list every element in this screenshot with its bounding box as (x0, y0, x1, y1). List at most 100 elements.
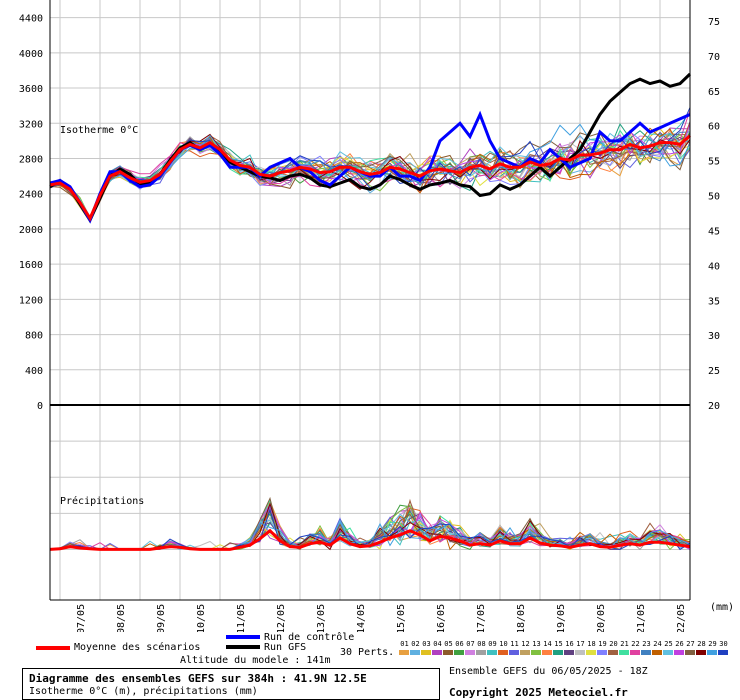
right-tick-label: 55 (708, 157, 720, 168)
copyright: Copyright 2025 Meteociel.fr (449, 686, 628, 699)
pert-number: 13 (532, 640, 541, 648)
precip-unit-label: (mm) (710, 602, 734, 613)
pert-swatch (553, 650, 563, 655)
date-tick-label: 16/05 (436, 604, 447, 632)
pert-swatch (696, 650, 706, 655)
control-iso-line (49, 110, 691, 224)
iso-tick-label: 2000 (19, 225, 43, 236)
pert-swatch (410, 650, 420, 655)
pert-number: 06 (455, 640, 464, 648)
mean-iso-line (49, 134, 691, 222)
pert-swatch (586, 650, 596, 655)
iso-tick-label: 1600 (19, 260, 43, 271)
right-tick-label: 60 (708, 122, 720, 133)
chart-title: Diagramme des ensembles GEFS sur 384h : … (29, 672, 367, 685)
pert-swatch (421, 650, 431, 655)
pert-swatch (454, 650, 464, 655)
mean-precip-line (49, 528, 691, 551)
date-tick-label: 20/05 (596, 604, 607, 632)
date-tick-label: 21/05 (636, 604, 647, 632)
date-tick-label: 19/05 (556, 604, 567, 632)
pert-swatch (575, 650, 585, 655)
model-altitude: Altitude du modele : 141m (180, 655, 331, 666)
iso-tick-label: 400 (25, 366, 43, 377)
right-tick-label: 25 (708, 366, 720, 377)
ensemble-chart: 0 400 800 1200 1600 2000 2400 2800 3200 3600 4000 4… (19, 0, 734, 632)
pert-swatch (465, 650, 475, 655)
iso-tick-label: 800 (25, 331, 43, 342)
pert-number: 25 (664, 640, 673, 648)
pert-number: 15 (554, 640, 563, 648)
right-tick-label: 35 (708, 296, 720, 307)
pert-swatch (641, 650, 651, 655)
date-tick-label: 11/05 (236, 604, 247, 632)
control-swatch (226, 635, 260, 639)
iso-tick-label: 2400 (19, 190, 43, 201)
date-tick-label: 08/05 (116, 604, 127, 632)
date-tick-label: 07/05 (76, 604, 87, 632)
member-precip-line (49, 513, 691, 550)
right-tick-label: 65 (708, 87, 720, 98)
pert-number: 11 (510, 640, 519, 648)
pert-swatch (531, 650, 541, 655)
pert-number: 10 (499, 640, 508, 648)
date-tick-label: 14/05 (356, 604, 367, 632)
pert-swatch (520, 650, 530, 655)
right-tick-label: 50 (708, 192, 720, 203)
right-tick-label: 40 (708, 261, 720, 272)
pert-number: 16 (565, 640, 574, 648)
date-tick-label: 12/05 (276, 604, 287, 632)
main-lines (49, 72, 692, 551)
chart-subtitle: Isotherme 0°C (m), précipitations (mm) (29, 686, 258, 697)
perts-legend: 01 02 03 04 05 06 07 08 09 10 11 12 13 14 15 16 17 18 19 20… (399, 640, 731, 658)
pert-number: 07 (466, 640, 475, 648)
pert-swatch (487, 650, 497, 655)
pert-number: 17 (576, 640, 585, 648)
iso-tick-label: 4000 (19, 49, 43, 60)
pert-number: 18 (587, 640, 596, 648)
perts-label: 30 Perts. (340, 647, 395, 658)
iso-tick-label: 0 (37, 401, 43, 412)
pert-number: 02 (411, 640, 420, 648)
pert-number: 21 (620, 640, 629, 648)
pert-swatch (608, 650, 618, 655)
date-tick-label: 13/05 (316, 604, 327, 632)
control-legend: Run de contrôle (264, 632, 355, 643)
mean-swatch (36, 646, 70, 650)
axes: 0 400 800 1200 1600 2000 2400 2800 3200 3600 4000 4… (19, 0, 720, 632)
pert-swatch (652, 650, 662, 655)
run-info: Ensemble GEFS du 06/05/2025 - 18Z (449, 666, 648, 677)
pert-swatch (399, 650, 409, 655)
pert-number: 20 (609, 640, 618, 648)
iso-tick-label: 3200 (19, 119, 43, 130)
member-iso-line (49, 135, 691, 223)
pert-number: 28 (697, 640, 706, 648)
iso-tick-label: 4400 (19, 14, 43, 25)
pert-number: 08 (477, 640, 486, 648)
pert-number: 05 (444, 640, 453, 648)
pert-number: 29 (708, 640, 717, 648)
right-tick-label: 45 (708, 226, 720, 237)
pert-swatch (630, 650, 640, 655)
date-tick-label: 22/05 (676, 604, 687, 632)
pert-number: 24 (653, 640, 662, 648)
gfs-legend: Run GFS (264, 642, 307, 653)
iso-tick-label: 3600 (19, 84, 43, 95)
date-tick-label: 10/05 (196, 604, 207, 632)
precip-label: Précipitations (60, 495, 144, 507)
pert-number: 03 (422, 640, 431, 648)
right-tick-label: 75 (708, 17, 720, 28)
pert-swatch (718, 650, 728, 655)
right-tick-label: 20 (708, 401, 720, 412)
pert-number: 22 (631, 640, 640, 648)
pert-swatch (597, 650, 607, 655)
date-tick-label: 18/05 (516, 604, 527, 632)
pert-number: 19 (598, 640, 607, 648)
date-tick-label: 15/05 (396, 604, 407, 632)
pert-swatch (432, 650, 442, 655)
pert-number: 23 (642, 640, 651, 648)
pert-number: 27 (686, 640, 695, 648)
right-tick-label: 70 (708, 52, 720, 63)
iso-tick-label: 2800 (19, 154, 43, 165)
pert-swatch (564, 650, 574, 655)
